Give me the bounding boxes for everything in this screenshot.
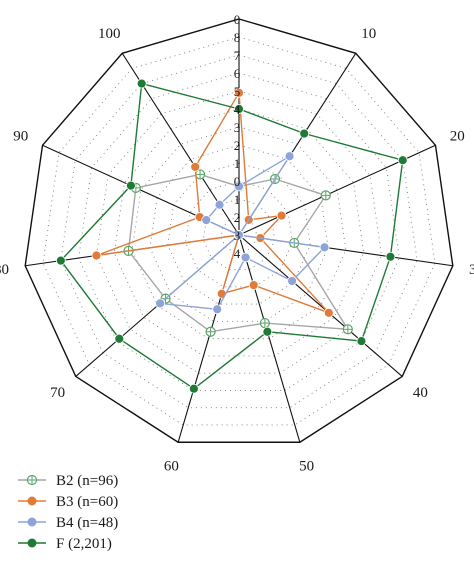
data-point — [91, 250, 102, 261]
data-point — [212, 304, 223, 315]
radar-series — [55, 78, 408, 394]
data-point — [385, 251, 396, 262]
data-point — [234, 87, 244, 98]
series-1 — [91, 87, 334, 318]
data-point — [234, 181, 244, 192]
series-2 — [155, 151, 330, 315]
radial-tick-label: 0 — [234, 12, 241, 27]
data-point — [190, 161, 201, 172]
data-point — [262, 326, 273, 337]
radial-tick-label: 6 — [234, 66, 241, 81]
axis-label: 10 — [361, 26, 376, 42]
radial-tick-label: 2 — [234, 210, 241, 225]
grid-ring — [220, 216, 258, 253]
legend-marker — [27, 538, 37, 548]
axis-spoke — [238, 234, 403, 377]
data-point — [188, 383, 199, 394]
axis-label: 100 — [98, 26, 121, 42]
axis-label: 30 — [469, 262, 474, 278]
radial-tick-label: 3 — [234, 228, 241, 243]
data-point — [356, 336, 367, 346]
data-point — [114, 333, 125, 344]
series-line — [127, 173, 349, 333]
data-point — [214, 199, 225, 210]
radial-tick-label: 8 — [234, 30, 241, 45]
legend-item: B4 (n=48) — [18, 515, 118, 531]
legend-label: B3 (n=60) — [56, 494, 118, 510]
legend-item: B3 (n=60) — [18, 494, 118, 510]
axis-label: 40 — [413, 385, 428, 401]
axis-label: 70 — [50, 385, 65, 401]
data-point — [284, 151, 295, 162]
grid-ring — [185, 180, 293, 288]
series-3 — [55, 78, 408, 394]
radial-tick-label: 3 — [234, 120, 241, 135]
data-point — [319, 242, 330, 253]
axis-spoke — [238, 234, 301, 443]
data-point — [55, 255, 66, 266]
legend-label: B4 (n=48) — [56, 515, 118, 531]
axis-label: 50 — [299, 458, 314, 474]
data-point — [397, 155, 408, 166]
axis-label: 0 — [235, 0, 243, 4]
data-point — [287, 276, 297, 286]
data-point — [155, 298, 165, 309]
data-point — [299, 128, 310, 139]
legend-item: B2 (n=96) — [18, 473, 118, 489]
radial-tick-label: 1 — [234, 156, 241, 171]
axis-label: 80 — [0, 262, 9, 278]
data-point — [216, 288, 227, 299]
radial-tick-label: 7 — [234, 48, 241, 63]
radial-tick-label: 4 — [234, 246, 241, 261]
axis-label: 60 — [164, 458, 179, 474]
series-line — [60, 82, 404, 390]
data-point — [248, 280, 259, 290]
axis-label: 90 — [13, 128, 28, 144]
data-point — [234, 104, 244, 114]
legend-marker — [27, 517, 37, 527]
data-point — [240, 252, 251, 263]
radar-labels: 010203040506070809010008765432101234 — [0, 0, 474, 474]
data-point — [136, 78, 147, 89]
axis-label: 20 — [450, 128, 465, 144]
legend-label: B2 (n=96) — [56, 473, 118, 489]
radial-tick-label: 2 — [234, 138, 241, 153]
data-point — [323, 307, 334, 318]
data-point — [276, 210, 287, 221]
grid-outer-frame — [24, 18, 454, 443]
radial-tick-label: 1 — [234, 192, 241, 207]
grid-ring — [60, 54, 418, 409]
legend-marker — [27, 496, 37, 506]
radial-tick-label: 0 — [234, 174, 241, 189]
data-point — [234, 230, 244, 240]
radial-tick-label: 5 — [234, 84, 241, 99]
radial-tick-label: 4 — [234, 102, 241, 117]
legend: B2 (n=96) B3 (n=60) B4 (n=48) F (2,201) — [18, 473, 118, 552]
data-point — [126, 180, 136, 191]
series-line — [95, 92, 330, 314]
data-point — [201, 215, 212, 225]
legend-item: F (2,201) — [18, 536, 112, 552]
legend-label: F (2,201) — [56, 536, 112, 552]
